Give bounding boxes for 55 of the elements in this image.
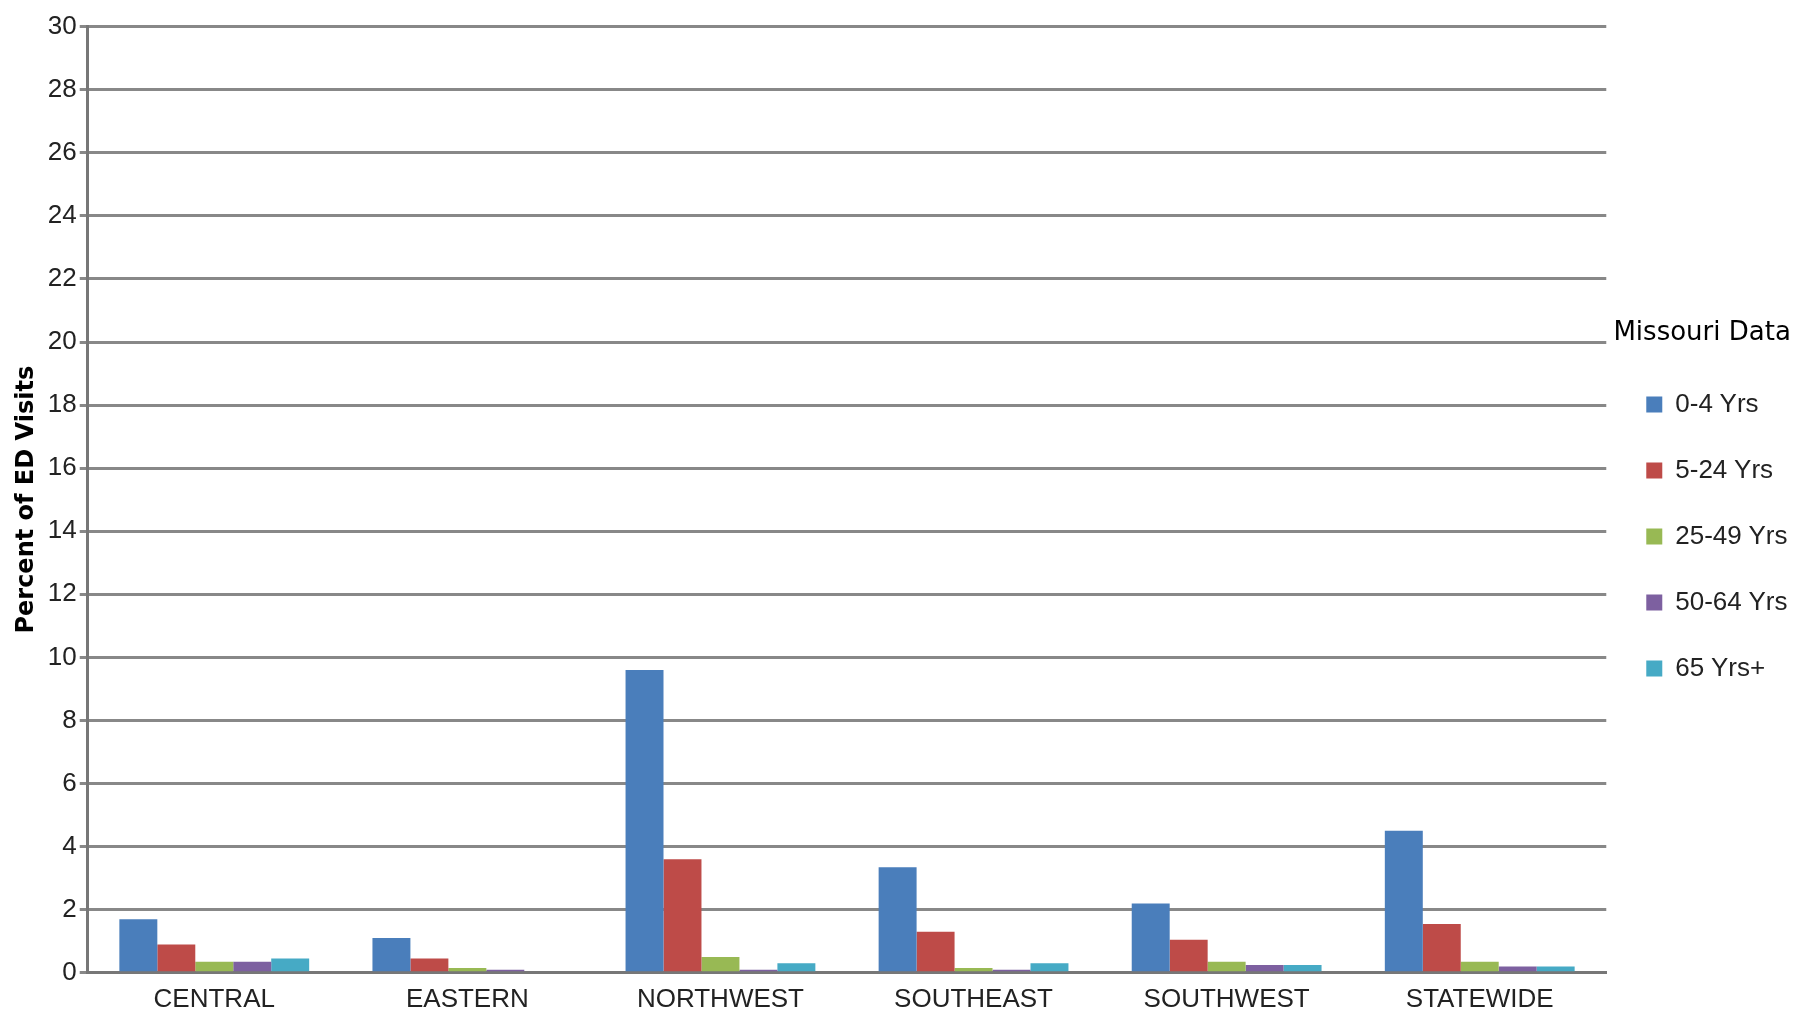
legend-label: 25-49 Yrs (1675, 519, 1788, 550)
bar (1169, 939, 1208, 972)
bar (1498, 966, 1537, 972)
bar (1460, 961, 1499, 972)
legend-label: 50-64 Yrs (1675, 585, 1788, 616)
bar (701, 957, 740, 972)
y-tick-label: 26 (47, 135, 77, 166)
bar (878, 867, 917, 972)
bar (777, 963, 816, 972)
bar (157, 944, 196, 972)
y-tick-label: 10 (47, 640, 77, 671)
bar (1536, 966, 1575, 972)
bar (1422, 923, 1461, 972)
legend-label: 65 Yrs+ (1675, 651, 1766, 682)
y-tick-label: 8 (62, 703, 77, 734)
y-tick-label: 22 (47, 262, 77, 293)
bar (663, 859, 702, 972)
legend-label: 0-4 Yrs (1675, 387, 1759, 418)
x-tick-label: EASTERN (405, 982, 529, 1013)
legend-label: 5-24 Yrs (1675, 453, 1774, 484)
bar (233, 961, 272, 972)
bar (1030, 963, 1069, 972)
x-tick-label: SOUTHEAST (894, 982, 1054, 1013)
bar (1384, 830, 1423, 972)
y-tick-label: 12 (47, 577, 77, 608)
bar (410, 958, 449, 972)
y-tick-label: 30 (47, 9, 77, 40)
y-tick-label: 24 (47, 199, 77, 230)
bar (916, 931, 955, 972)
y-tick-label: 6 (62, 766, 77, 797)
legend-title: Missouri Data (1613, 316, 1791, 347)
y-axis-title: Percent of ED Visits (10, 365, 39, 634)
x-tick-label: STATEWIDE (1405, 982, 1554, 1013)
x-tick-label: NORTHWEST (636, 982, 805, 1013)
bar (195, 961, 234, 972)
bar (119, 919, 158, 972)
x-tick-label: SOUTHWEST (1143, 982, 1310, 1013)
y-tick-label: 14 (47, 514, 77, 545)
x-tick-label: CENTRAL (153, 982, 275, 1013)
bar (372, 938, 411, 972)
y-tick-label: 20 (47, 325, 77, 356)
y-tick-label: 4 (62, 829, 77, 860)
bar (448, 968, 487, 972)
y-tick-label: 2 (62, 892, 77, 923)
bar (1245, 964, 1284, 972)
bar (625, 670, 664, 972)
bar (1207, 961, 1246, 972)
y-tick-label: 28 (47, 72, 77, 103)
bar (271, 958, 310, 972)
bar (954, 968, 993, 972)
bar (1131, 903, 1170, 972)
y-tick-label: 0 (62, 955, 77, 986)
y-tick-label: 16 (47, 451, 77, 482)
y-tick-label: 18 (47, 388, 77, 419)
bar (1283, 964, 1322, 972)
